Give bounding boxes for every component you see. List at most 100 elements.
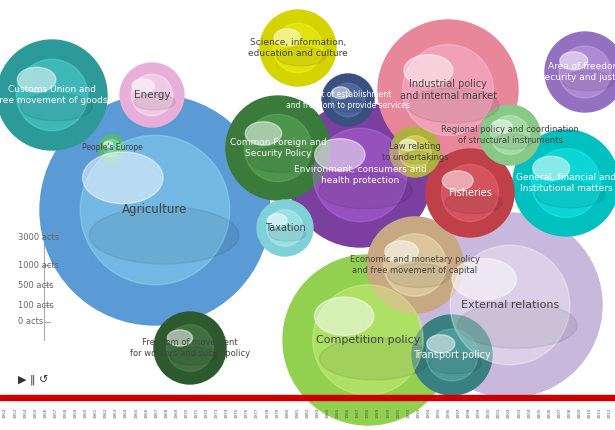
Ellipse shape — [245, 122, 282, 145]
Text: 1986: 1986 — [346, 408, 350, 418]
Circle shape — [367, 217, 463, 313]
Text: ▶ ‖ ↺: ▶ ‖ ↺ — [18, 375, 49, 385]
Ellipse shape — [314, 297, 374, 335]
Ellipse shape — [274, 29, 301, 46]
Ellipse shape — [17, 67, 56, 92]
Ellipse shape — [21, 93, 92, 121]
Circle shape — [531, 148, 600, 218]
Text: 1988: 1988 — [366, 408, 370, 418]
Circle shape — [559, 46, 611, 98]
Ellipse shape — [491, 120, 512, 133]
Circle shape — [267, 210, 303, 246]
Text: 1990: 1990 — [386, 408, 390, 418]
Ellipse shape — [445, 192, 502, 214]
Ellipse shape — [276, 47, 326, 66]
Text: 2003: 2003 — [517, 408, 522, 418]
Circle shape — [273, 23, 323, 73]
Text: Transport policy: Transport policy — [413, 350, 491, 360]
Text: 1960: 1960 — [84, 408, 88, 418]
Ellipse shape — [132, 79, 154, 93]
Text: 1971: 1971 — [194, 408, 199, 418]
Circle shape — [402, 44, 493, 135]
Circle shape — [120, 63, 184, 127]
Ellipse shape — [562, 71, 614, 91]
Text: 2008: 2008 — [568, 408, 571, 418]
Ellipse shape — [89, 206, 239, 264]
Text: 2002: 2002 — [507, 408, 511, 418]
Circle shape — [244, 114, 312, 182]
Circle shape — [399, 136, 431, 168]
Text: 2000: 2000 — [487, 408, 491, 418]
Ellipse shape — [315, 138, 365, 171]
Text: Area of freedom
security and justice: Area of freedom security and justice — [541, 62, 615, 82]
Ellipse shape — [408, 88, 499, 123]
Circle shape — [480, 105, 540, 165]
Text: 1982: 1982 — [306, 408, 309, 418]
Text: 2005: 2005 — [538, 408, 541, 418]
Ellipse shape — [399, 139, 417, 150]
Circle shape — [154, 312, 226, 384]
Ellipse shape — [429, 354, 481, 374]
Text: General, financial and
Institutional matters: General, financial and Institutional mat… — [516, 173, 615, 193]
Text: 0 acts: 0 acts — [18, 317, 43, 326]
Text: 1952: 1952 — [3, 408, 7, 418]
Circle shape — [426, 149, 514, 237]
Ellipse shape — [404, 55, 453, 86]
Ellipse shape — [319, 173, 413, 209]
Text: 1974: 1974 — [225, 408, 229, 418]
Ellipse shape — [442, 171, 473, 190]
Text: 1995: 1995 — [437, 408, 440, 418]
Ellipse shape — [560, 52, 588, 70]
Text: 1972: 1972 — [205, 408, 208, 418]
Ellipse shape — [170, 347, 216, 365]
Text: 1973: 1973 — [215, 408, 219, 418]
Circle shape — [40, 95, 270, 325]
Text: 1000 acts: 1000 acts — [18, 261, 59, 270]
Circle shape — [80, 135, 230, 285]
Text: 1997: 1997 — [457, 408, 461, 418]
Text: 1993: 1993 — [416, 408, 421, 418]
Text: 1970: 1970 — [184, 408, 189, 418]
Text: 1965: 1965 — [134, 408, 138, 418]
Text: 1991: 1991 — [396, 408, 400, 418]
Ellipse shape — [105, 147, 122, 154]
Circle shape — [513, 130, 615, 236]
Ellipse shape — [320, 338, 430, 380]
Ellipse shape — [133, 94, 175, 110]
Text: Industrial policy
and internal market: Industrial policy and internal market — [400, 79, 496, 101]
Text: 1962: 1962 — [104, 408, 108, 418]
Ellipse shape — [385, 241, 418, 262]
Text: Science, information,
education and culture: Science, information, education and cult… — [248, 38, 348, 58]
Text: 2009: 2009 — [577, 408, 582, 418]
Bar — [0, 395, 615, 400]
Ellipse shape — [82, 152, 163, 204]
Text: 2004: 2004 — [527, 408, 531, 418]
Text: 1966: 1966 — [144, 408, 148, 418]
Text: Law relating
to undertakings: Law relating to undertakings — [382, 142, 448, 162]
Circle shape — [450, 245, 570, 365]
Text: Environment, consumers and
health protection: Environment, consumers and health protec… — [293, 165, 426, 185]
Text: 1977: 1977 — [255, 408, 259, 418]
Text: Regional policy and coordination
of structural instruments: Regional policy and coordination of stru… — [441, 125, 579, 145]
Text: Customs Union and
free movement of goods: Customs Union and free movement of goods — [0, 85, 108, 105]
Text: Agriculture: Agriculture — [122, 203, 188, 216]
Ellipse shape — [536, 181, 605, 208]
Text: 1980: 1980 — [285, 408, 289, 418]
Circle shape — [418, 213, 602, 397]
Text: Energy: Energy — [133, 90, 170, 100]
Text: 1992: 1992 — [407, 408, 410, 418]
Ellipse shape — [104, 141, 113, 147]
Text: 1979: 1979 — [276, 408, 279, 418]
Text: 1994: 1994 — [426, 408, 430, 418]
Text: 1963: 1963 — [114, 408, 118, 418]
Text: Freedom of movement
for workers and social policy: Freedom of movement for workers and soci… — [130, 338, 250, 358]
Ellipse shape — [452, 258, 517, 300]
Text: 1987: 1987 — [356, 408, 360, 418]
Text: 1964: 1964 — [124, 408, 128, 418]
Text: 1961: 1961 — [93, 408, 98, 418]
Text: 1959: 1959 — [74, 408, 77, 418]
Ellipse shape — [268, 214, 287, 227]
Text: 1978: 1978 — [265, 408, 269, 418]
Circle shape — [378, 20, 518, 160]
Ellipse shape — [387, 264, 450, 288]
